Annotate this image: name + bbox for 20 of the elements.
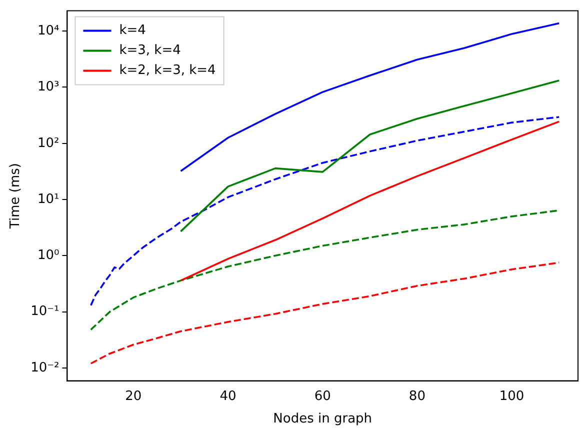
y-tick-label: 10⁰ — [37, 248, 60, 264]
line-series — [90, 116, 560, 306]
y-tick-label: 10³ — [37, 80, 60, 95]
y-tick-label: 10² — [37, 136, 60, 151]
x-tick-label: 100 — [499, 388, 524, 404]
legend-label: k=2, k=3, k=4 — [119, 63, 216, 78]
x-tick-label: 80 — [408, 388, 426, 404]
legend-label: k=4 — [119, 23, 146, 38]
y-tick-label: 10¹ — [37, 192, 60, 207]
legend-label: k=3, k=4 — [119, 43, 181, 58]
y-axis-title: Time (ms) — [8, 163, 24, 230]
line-series — [90, 210, 560, 331]
x-tick-label: 40 — [220, 388, 236, 404]
y-tick-label: 10⁴ — [37, 23, 60, 38]
y-tick-label: 10⁻¹ — [30, 304, 60, 320]
x-tick-label: 20 — [125, 388, 142, 404]
line-series — [90, 262, 560, 364]
x-axis-title: Nodes in graph — [273, 412, 372, 427]
x-tick-label: 60 — [314, 388, 331, 404]
y-tick-label: 10⁻² — [30, 360, 60, 376]
